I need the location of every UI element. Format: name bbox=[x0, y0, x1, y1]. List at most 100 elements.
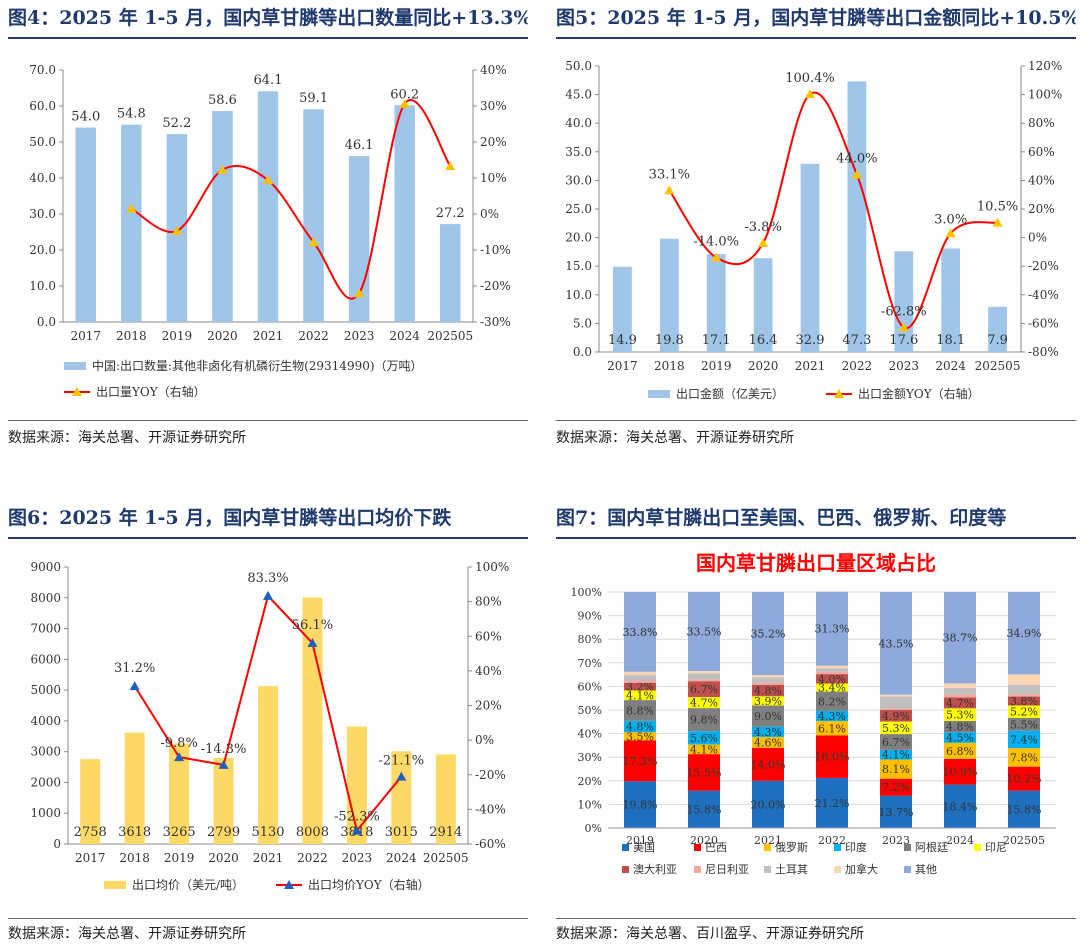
segment-data-label: 4.3% bbox=[818, 710, 846, 723]
source-note: 数据来源：海关总署、百川盈孚、开源证券研究所 bbox=[556, 926, 864, 942]
y2-tick-label: -20% bbox=[1028, 259, 1059, 273]
stack-segment bbox=[688, 790, 720, 828]
y-tick-label: 1000 bbox=[30, 806, 61, 820]
stack-segment bbox=[752, 726, 784, 737]
line-point bbox=[263, 175, 273, 185]
stack-segment bbox=[816, 674, 848, 684]
bar-data-label: 27.2 bbox=[436, 206, 465, 221]
stack-segment bbox=[1008, 684, 1040, 695]
legend-swatch-bar bbox=[648, 390, 670, 398]
y2-tick-label: 20% bbox=[480, 135, 507, 149]
panel-title: 图5：2025 年 1-5 月，国内草甘膦等出口金额同比+10.5% bbox=[556, 7, 1076, 29]
source-note: 数据来源：海关总署、开源证券研究所 bbox=[556, 430, 794, 446]
segment-data-label: 7.2% bbox=[882, 781, 910, 794]
y-tick-label: 30.0 bbox=[29, 207, 56, 221]
segment-data-label: 13.7% bbox=[879, 806, 914, 819]
legend-swatch-bar bbox=[104, 881, 126, 889]
legend-swatch bbox=[694, 844, 701, 851]
legend-label: 出口均价YOY（右轴） bbox=[308, 877, 430, 892]
line-point bbox=[126, 203, 137, 213]
stack-segment bbox=[816, 683, 848, 692]
panel-title: 图7：国内草甘膦出口至美国、巴西、俄罗斯、印度等 bbox=[556, 507, 1007, 529]
line-point bbox=[307, 638, 318, 648]
y2-tick-label: 100% bbox=[475, 560, 509, 574]
y-tick-label: 60.0 bbox=[29, 99, 56, 113]
stack-segment bbox=[816, 710, 848, 722]
line-data-label: 56.1% bbox=[292, 618, 333, 633]
y-tick-label: 40% bbox=[578, 728, 602, 741]
bar bbox=[121, 124, 142, 322]
stack-segment bbox=[880, 721, 912, 735]
x-tick-label: 2024 bbox=[946, 834, 974, 847]
source-note: 数据来源：海关总署、开源证券研究所 bbox=[8, 926, 246, 942]
line-data-label: 100.4% bbox=[785, 71, 835, 86]
line-point bbox=[218, 759, 229, 769]
bar bbox=[988, 306, 1007, 352]
stack-segment bbox=[624, 592, 656, 672]
y2-tick-label: 60% bbox=[1028, 145, 1055, 159]
stack-segment bbox=[944, 688, 976, 695]
stack-segment bbox=[1008, 790, 1040, 828]
y2-tick-label: 20% bbox=[475, 699, 502, 713]
stack-segment bbox=[944, 708, 976, 721]
bar-data-label: 8008 bbox=[296, 825, 329, 840]
bar-data-label: 19.8 bbox=[655, 333, 684, 348]
y-tick-label: 30.0 bbox=[565, 173, 592, 187]
x-tick-label: 2021 bbox=[754, 834, 782, 847]
x-tick-label: 2023 bbox=[344, 329, 375, 343]
bar bbox=[659, 238, 679, 352]
y-tick-label: 15.0 bbox=[565, 259, 592, 273]
y2-tick-label: 120% bbox=[1028, 59, 1062, 73]
bar bbox=[800, 163, 820, 352]
segment-data-label: 8.2% bbox=[818, 695, 846, 708]
stack-segment bbox=[880, 759, 912, 779]
legend-swatch bbox=[622, 866, 629, 873]
segment-data-label: 18.0% bbox=[815, 751, 850, 764]
stack-segment bbox=[1008, 717, 1040, 731]
segment-data-label: 4.8% bbox=[946, 721, 974, 734]
stack-segment bbox=[944, 592, 976, 684]
line-data-label: -62.8% bbox=[881, 304, 927, 319]
y-tick-label: 8000 bbox=[30, 591, 61, 605]
stack-segment bbox=[1008, 696, 1040, 706]
y2-tick-label: -80% bbox=[1028, 345, 1059, 359]
stack-segment bbox=[944, 694, 976, 698]
bar-data-label: 52.2 bbox=[162, 116, 191, 131]
x-tick-label: 202505 bbox=[975, 359, 1021, 373]
legend-label: 印尼 bbox=[985, 841, 1007, 854]
x-tick-label: 2019 bbox=[162, 329, 193, 343]
line-data-label: 3.0% bbox=[934, 212, 967, 227]
line-point bbox=[445, 161, 456, 171]
stack-segment bbox=[944, 683, 976, 689]
stack-segment bbox=[816, 691, 848, 711]
y-tick-label: 90% bbox=[578, 610, 602, 623]
segment-data-label: 5.6% bbox=[690, 732, 718, 745]
title-divider bbox=[8, 37, 528, 39]
segment-data-label: 7.4% bbox=[1010, 734, 1038, 747]
y-tick-label: 10.0 bbox=[565, 288, 592, 302]
segment-data-label: 18.4% bbox=[943, 800, 978, 813]
segment-data-label: 5.3% bbox=[882, 722, 910, 735]
x-tick-label: 2017 bbox=[607, 359, 638, 373]
y-tick-label: 5000 bbox=[30, 683, 61, 697]
bar-data-label: 2914 bbox=[429, 825, 462, 840]
stack-segment bbox=[880, 749, 912, 760]
stack-segment bbox=[688, 744, 720, 755]
y-tick-label: 40.0 bbox=[29, 171, 56, 185]
x-tick-label: 2023 bbox=[342, 851, 373, 865]
y2-tick-label: -20% bbox=[475, 768, 506, 782]
bar bbox=[941, 248, 961, 352]
y-tick-label: 20% bbox=[578, 775, 602, 788]
segment-data-label: 15.8% bbox=[1007, 803, 1042, 816]
bar bbox=[847, 81, 867, 352]
segment-data-label: 10.9% bbox=[943, 766, 978, 779]
stack-segment bbox=[752, 682, 784, 685]
panel-fig6: 图6：2025 年 1-5 月，国内草甘膦等出口均价下跌 0 1000 2000 30… bbox=[8, 500, 528, 948]
x-tick-label: 2022 bbox=[842, 359, 873, 373]
y-tick-label: 60% bbox=[578, 680, 602, 693]
x-tick-label: 2017 bbox=[71, 329, 102, 343]
stack-segment bbox=[624, 740, 656, 782]
legend-label: 出口均价（美元/吨） bbox=[132, 878, 244, 892]
source-note: 数据来源：海关总署、开源证券研究所 bbox=[8, 430, 246, 446]
bar bbox=[394, 105, 415, 322]
